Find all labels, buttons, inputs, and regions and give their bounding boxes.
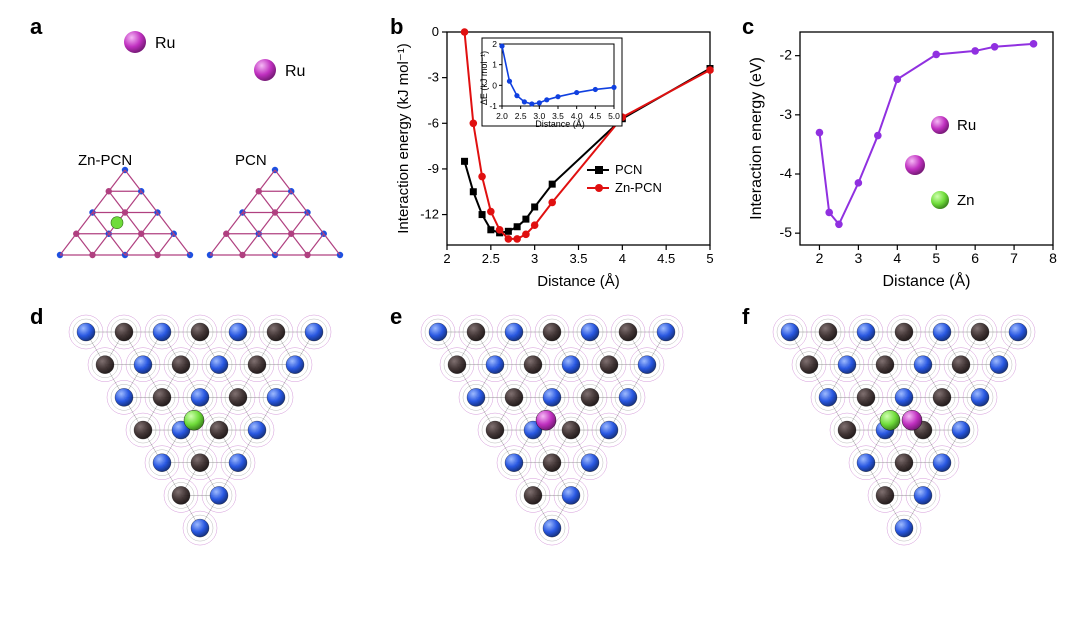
svg-text:0: 0 <box>492 80 497 90</box>
svg-text:3: 3 <box>854 250 862 266</box>
svg-text:0: 0 <box>432 24 439 39</box>
ru-atom-icon <box>254 59 276 81</box>
svg-text:5: 5 <box>706 251 713 266</box>
svg-text:4: 4 <box>619 251 626 266</box>
panel-b: 22.533.544.550-3-6-9-12Distance (Å)Inter… <box>392 20 722 290</box>
panel-d-molecule <box>40 312 360 612</box>
svg-text:Ru: Ru <box>957 117 976 134</box>
svg-text:2: 2 <box>816 250 824 266</box>
panel-c: 2 3 4 5 6 7 8 -2 -3 -4 -5 Distance (Å) Interaction e… <box>745 20 1065 290</box>
svg-text:Zn-PCN: Zn-PCN <box>615 180 662 195</box>
panel-e-molecule <box>392 312 712 612</box>
svg-text:2.5: 2.5 <box>482 251 500 266</box>
svg-text:-9: -9 <box>427 161 439 176</box>
svg-text:-5: -5 <box>780 224 793 240</box>
svg-text:Distance (Å): Distance (Å) <box>535 119 585 129</box>
svg-text:PCN: PCN <box>615 162 642 177</box>
panel-f <box>744 312 1064 612</box>
svg-text:-12: -12 <box>420 207 439 222</box>
svg-text:ΔE (kJ mol⁻¹): ΔE (kJ mol⁻¹) <box>479 51 489 105</box>
svg-text:-3: -3 <box>427 70 439 85</box>
pcn-label: PCN <box>235 152 267 169</box>
svg-text:4: 4 <box>893 250 901 266</box>
svg-text:-4: -4 <box>780 165 793 181</box>
panel-a: Ru Ru Zn-PCN PCN <box>40 20 360 280</box>
svg-text:-1: -1 <box>489 101 497 111</box>
svg-text:2.0: 2.0 <box>496 111 508 121</box>
svg-text:2: 2 <box>443 251 450 266</box>
ru-label-2: Ru <box>285 63 305 80</box>
panel-b-chart: 22.533.544.550-3-6-9-12Distance (Å)Inter… <box>392 20 722 290</box>
svg-text:Distance (Å): Distance (Å) <box>537 273 620 290</box>
znpcn-lattice-icon <box>57 167 193 258</box>
svg-text:4.5: 4.5 <box>589 111 601 121</box>
svg-text:2: 2 <box>492 39 497 49</box>
svg-text:6: 6 <box>971 250 979 266</box>
ru-label-1: Ru <box>155 35 175 52</box>
svg-text:3: 3 <box>531 251 538 266</box>
svg-text:2.5: 2.5 <box>515 111 527 121</box>
svg-text:5: 5 <box>932 250 940 266</box>
svg-text:-3: -3 <box>780 106 793 122</box>
svg-text:3.5: 3.5 <box>569 251 587 266</box>
svg-text:4.5: 4.5 <box>657 251 675 266</box>
znpcn-label: Zn-PCN <box>78 152 132 169</box>
svg-text:8: 8 <box>1049 250 1057 266</box>
svg-text:-2: -2 <box>780 47 793 63</box>
svg-text:1: 1 <box>492 60 497 70</box>
panel-c-chart: 2 3 4 5 6 7 8 -2 -3 -4 -5 Distance (Å) Interaction e… <box>745 20 1065 290</box>
svg-text:7: 7 <box>1010 250 1018 266</box>
pcn-lattice-icon <box>207 167 343 258</box>
panel-d <box>40 312 360 612</box>
svg-text:-6: -6 <box>427 115 439 130</box>
panel-a-svg: Ru Ru Zn-PCN PCN <box>40 20 360 280</box>
figure-root: a b c d e f <box>0 0 1080 618</box>
svg-text:5.0: 5.0 <box>608 111 620 121</box>
svg-text:Distance (Å): Distance (Å) <box>882 271 970 290</box>
svg-text:Interaction energy (eV): Interaction energy (eV) <box>748 57 765 220</box>
svg-text:Interaction energy (kJ mol⁻¹): Interaction energy (kJ mol⁻¹) <box>395 43 412 233</box>
svg-text:Zn: Zn <box>957 192 975 209</box>
ru-atom-icon <box>124 31 146 53</box>
panel-e <box>392 312 712 612</box>
panel-f-molecule <box>744 312 1064 612</box>
